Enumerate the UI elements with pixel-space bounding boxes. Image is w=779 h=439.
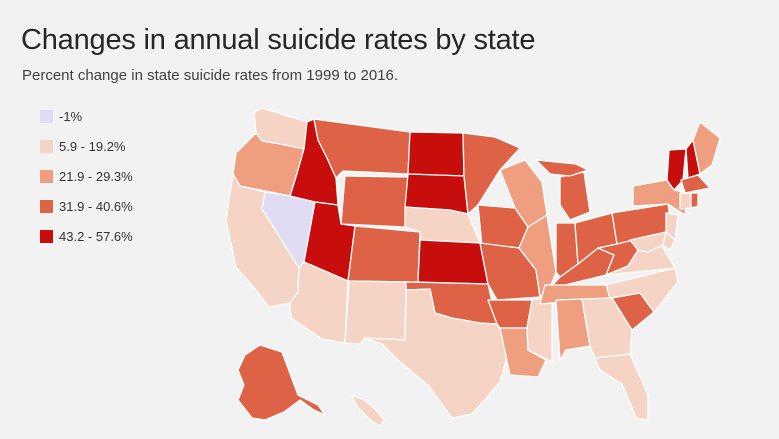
legend-item: 21.9 - 29.3% bbox=[40, 168, 133, 184]
legend-item: 43.2 - 57.6% bbox=[40, 228, 133, 244]
legend-swatch bbox=[40, 229, 53, 243]
legend-label: 21.9 - 29.3% bbox=[59, 168, 133, 184]
state-al bbox=[555, 298, 591, 361]
state-wy bbox=[340, 175, 409, 228]
state-ms bbox=[526, 295, 553, 363]
state-md bbox=[629, 231, 667, 253]
legend-swatch bbox=[40, 169, 53, 183]
state-mi-part bbox=[535, 159, 589, 177]
state-ks bbox=[417, 239, 489, 285]
state-mn bbox=[462, 132, 521, 215]
legend-label: 43.2 - 57.6% bbox=[59, 228, 133, 244]
legend-label: 5.9 - 19.2% bbox=[59, 138, 126, 154]
state-nd bbox=[407, 131, 465, 177]
state-ma bbox=[680, 174, 711, 194]
state-ri bbox=[690, 192, 699, 209]
state-tx bbox=[364, 288, 511, 419]
legend-item: 5.9 - 19.2% bbox=[40, 138, 133, 154]
state-mi bbox=[559, 171, 591, 221]
legend-item: -1% bbox=[40, 108, 133, 124]
legend-swatch bbox=[40, 139, 53, 153]
state-ak bbox=[237, 344, 326, 421]
state-nm bbox=[344, 280, 407, 345]
chart-subtitle: Percent change in state suicide rates fr… bbox=[22, 67, 399, 84]
state-fl bbox=[594, 353, 649, 421]
legend-swatch bbox=[40, 199, 53, 213]
chart-title: Changes in annual suicide rates by state bbox=[21, 24, 536, 56]
legend-item: 31.9 - 40.6% bbox=[40, 198, 133, 214]
legend-swatch bbox=[40, 109, 53, 123]
state-co bbox=[347, 225, 421, 283]
state-ct bbox=[679, 192, 692, 210]
state-hi bbox=[351, 394, 385, 427]
state-me bbox=[692, 121, 721, 175]
legend: -1% 5.9 - 19.2% 21.9 - 29.3% 31.9 - 40.6% 43… bbox=[40, 108, 133, 258]
state-az bbox=[289, 261, 349, 344]
legend-label: 31.9 - 40.6% bbox=[59, 198, 133, 214]
legend-label: -1% bbox=[59, 108, 83, 124]
